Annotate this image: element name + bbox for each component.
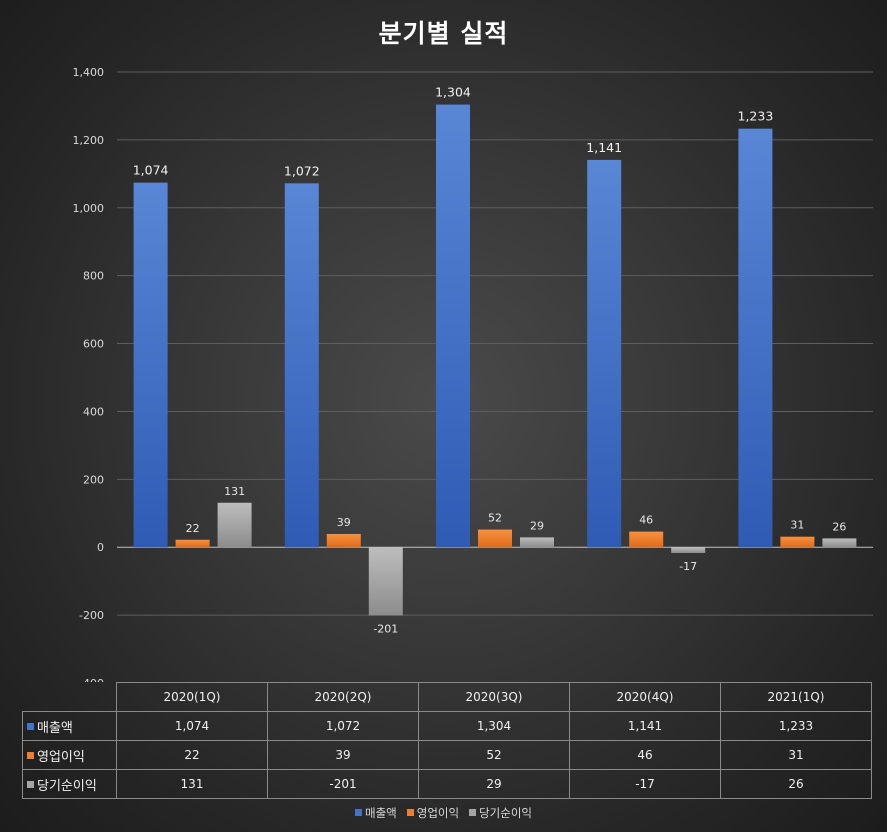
table-cell: 1,304 (418, 711, 570, 741)
data-label: 29 (530, 519, 544, 532)
legend-item: 영업이익 (406, 805, 460, 821)
legend-swatch (355, 809, 362, 816)
legend-label: 영업이익 (416, 806, 460, 820)
table-cell: 1,074 (116, 711, 268, 741)
table-cell: 1,141 (569, 711, 721, 741)
bar-매출액-2020(1Q) (133, 182, 168, 548)
data-label: 31 (790, 519, 804, 532)
data-label: 46 (639, 514, 653, 527)
bar-당기순이익-2021(1Q) (822, 538, 857, 548)
table-row: 영업이익 22 39 52 46 31 (22, 740, 872, 770)
y-tick-label: 800 (83, 270, 104, 283)
table-category-header: 2020(3Q) (418, 682, 570, 712)
table-corner (23, 683, 117, 712)
bars (133, 104, 857, 616)
data-label: 22 (186, 522, 200, 535)
bar-영업이익-2020(2Q) (326, 533, 361, 548)
table-series-header: 영업이익 (22, 740, 117, 770)
legend-label: 매출액 (365, 806, 397, 820)
table-cell: 31 (720, 740, 872, 770)
table-cell: -201 (267, 769, 419, 799)
series-name: 당기순이익 (37, 778, 97, 794)
bar-chart-plot: -400 -200 0 200 400 600 800 1,000 1,200 1,400 1,0… (73, 66, 873, 682)
data-label: 1,304 (435, 85, 471, 100)
legend-item: 매출액 (355, 805, 397, 821)
data-label: 26 (832, 520, 846, 533)
y-tick-label: 200 (83, 473, 104, 486)
data-label: -201 (373, 622, 398, 635)
legend: 매출액 영업이익 당기순이익 (0, 805, 887, 821)
bar-당기순이익-2020(2Q) (368, 547, 403, 616)
table-category-header: 2021(1Q) (720, 682, 872, 712)
bar-당기순이익-2020(4Q) (671, 547, 706, 553)
data-label: 52 (488, 512, 502, 525)
bar-매출액-2020(2Q) (284, 183, 319, 548)
bar-매출액-2020(3Q) (436, 104, 470, 548)
y-tick-label: 400 (83, 405, 104, 418)
table-cell: 52 (418, 740, 570, 770)
data-label: 1,141 (586, 140, 622, 155)
data-label: 131 (224, 485, 245, 498)
series-swatch (27, 780, 34, 788)
data-label: 1,072 (284, 163, 320, 178)
table-category-header: 2020(4Q) (569, 682, 721, 712)
table-cell: 22 (116, 740, 268, 770)
table-header-row: 2020(1Q) 2020(2Q) 2020(3Q) 2020(4Q) 2021(1Q) (23, 682, 872, 712)
y-tick-label: 1,400 (73, 66, 105, 79)
table-cell: 1,233 (720, 711, 872, 741)
data-label: 1,074 (133, 163, 169, 178)
legend-swatch (406, 809, 414, 816)
series-name: 영업이익 (37, 749, 85, 765)
bar-당기순이익-2020(3Q) (520, 537, 554, 548)
table-cell: 1,072 (267, 711, 419, 741)
y-axis-ticks: -400 -200 0 200 400 600 800 1,000 1,200 1,400 (73, 66, 105, 682)
bar-영업이익-2021(1Q) (780, 536, 815, 548)
bar-당기순이익-2020(1Q) (217, 502, 252, 548)
data-label: -17 (679, 560, 697, 573)
table-cell: 26 (720, 769, 872, 799)
y-tick-label: 1,000 (73, 202, 105, 215)
table-category-header: 2020(1Q) (116, 682, 268, 712)
series-swatch (27, 751, 34, 759)
legend-swatch (469, 809, 477, 816)
bar-영업이익-2020(4Q) (629, 531, 664, 548)
table-cell: 46 (569, 740, 721, 770)
y-tick-label: -200 (79, 609, 104, 622)
bar-매출액-2021(1Q) (738, 128, 773, 548)
y-tick-label: 1,200 (73, 134, 105, 147)
series-swatch (27, 722, 34, 730)
table-cell: 131 (116, 769, 268, 799)
data-label: 39 (337, 516, 351, 529)
y-tick-label: 0 (97, 541, 104, 554)
series-name: 매출액 (37, 720, 73, 736)
bar-영업이익-2020(1Q) (175, 539, 210, 548)
table-row: 당기순이익 131 -201 29 -17 26 (22, 769, 872, 799)
data-table: 2020(1Q) 2020(2Q) 2020(3Q) 2020(4Q) 2021(1Q)… (22, 682, 872, 799)
table-series-header: 매출액 (22, 711, 117, 741)
y-tick-label: -400 (79, 677, 104, 682)
data-labels: 1,074 22 131 1,072 39 -201 1,304 52 29 1,141 46 -17… (133, 85, 847, 636)
bar-영업이익-2020(3Q) (478, 529, 512, 548)
y-tick-label: 600 (83, 338, 104, 351)
table-cell: 39 (267, 740, 419, 770)
legend-item: 당기순이익 (469, 805, 532, 821)
legend-label: 당기순이익 (479, 806, 532, 820)
table-series-header: 당기순이익 (22, 769, 117, 799)
chart-title: 분기별 실적 (378, 19, 509, 48)
table-row: 매출액 1,074 1,072 1,304 1,141 1,233 (22, 711, 872, 741)
table-category-header: 2020(2Q) (267, 682, 419, 712)
table-cell: 29 (418, 769, 570, 799)
data-label: 1,233 (738, 109, 774, 124)
table-cell: -17 (569, 769, 721, 799)
bar-매출액-2020(4Q) (587, 159, 622, 548)
